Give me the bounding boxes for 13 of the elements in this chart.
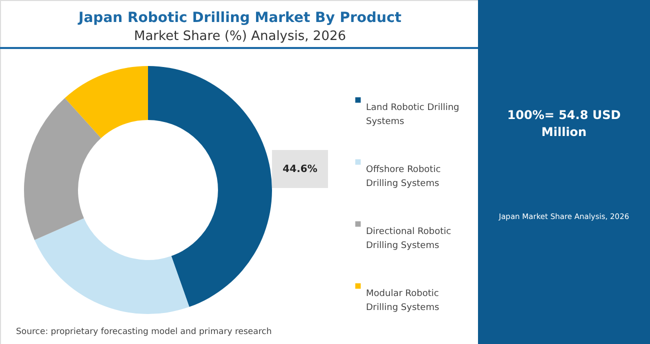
donut-slice [24, 98, 102, 240]
data-label: 44.6% [282, 164, 318, 175]
donut-slice [64, 66, 148, 138]
legend-label: Directional Robotic Drilling Systems [366, 227, 452, 251]
chart-title: Japan Robotic Drilling Market By Product [78, 10, 402, 26]
source-note: Source: proprietary forecasting model and primary research [16, 327, 272, 337]
legend-label: Land Robotic Drilling Systems [366, 103, 460, 127]
legend-label: Offshore Robotic Drilling Systems [366, 165, 441, 189]
chart-subtitle: Market Share (%) Analysis, 2026 [134, 29, 346, 44]
legend-label: Modular Robotic Drilling Systems [366, 289, 440, 313]
text: 100%= 54.8 USD Million [507, 108, 621, 139]
donut-slice [148, 66, 272, 307]
donut-slice [34, 218, 190, 314]
